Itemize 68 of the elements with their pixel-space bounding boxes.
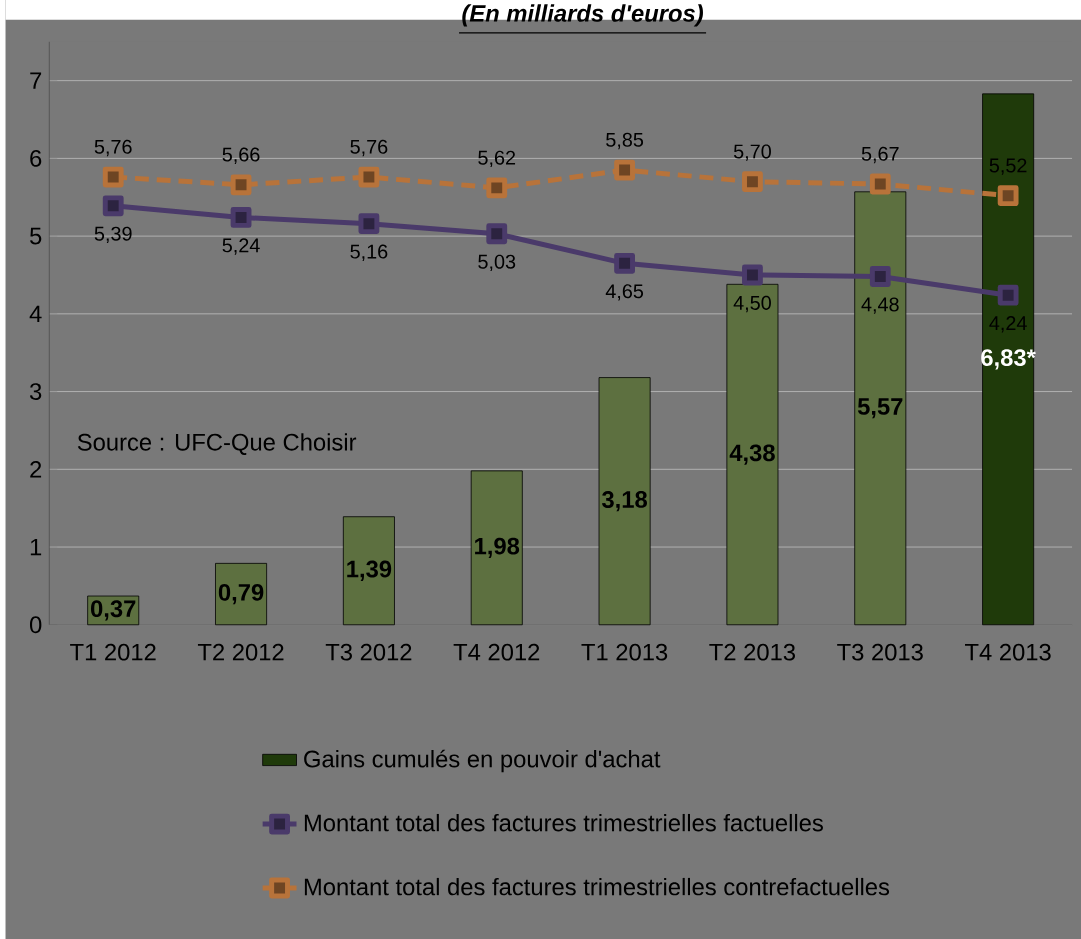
data-label: 5,16 bbox=[350, 244, 388, 261]
data-label: 5,76 bbox=[94, 139, 132, 157]
data-label: 1,98 bbox=[475, 537, 520, 558]
data-label: 5,70 bbox=[733, 144, 771, 161]
point bbox=[102, 195, 124, 217]
point bbox=[230, 174, 252, 196]
data-label: 5,52 bbox=[989, 158, 1027, 175]
data-label: 5,03 bbox=[478, 254, 516, 271]
bar bbox=[982, 93, 1035, 626]
x-tick-label: T2 2013 bbox=[709, 643, 796, 661]
bar bbox=[726, 283, 779, 626]
data-label: 4,38 bbox=[729, 444, 775, 465]
y-tick-label: 5 bbox=[30, 227, 42, 245]
x-tick-label: T1 2012 bbox=[70, 643, 156, 661]
data-label: 0,79 bbox=[218, 583, 264, 605]
y-tick-label: 1 bbox=[30, 538, 42, 556]
point bbox=[102, 166, 124, 188]
point bbox=[869, 173, 891, 195]
y-tick-label: 6 bbox=[30, 149, 42, 167]
y-tick-label: 2 bbox=[30, 460, 42, 478]
x-tick-label: T4 2013 bbox=[965, 643, 1051, 661]
point bbox=[486, 177, 508, 199]
data-label: 3,18 bbox=[602, 490, 648, 512]
y-tick-label: 3 bbox=[29, 383, 42, 400]
bar bbox=[215, 562, 268, 626]
data-label: 5,85 bbox=[606, 132, 644, 150]
point bbox=[997, 284, 1019, 306]
data-label: 1,39 bbox=[347, 560, 392, 581]
point bbox=[358, 166, 380, 188]
data-label: 5,67 bbox=[861, 146, 899, 164]
data-label: 4,65 bbox=[605, 284, 644, 301]
data-label: 0,37 bbox=[91, 600, 136, 621]
point bbox=[869, 266, 891, 287]
data-label: 5,62 bbox=[478, 150, 516, 167]
data-label: 6,83* bbox=[981, 349, 1036, 370]
data-label: 5,66 bbox=[222, 147, 260, 164]
x-tick-label: T4 2012 bbox=[453, 643, 540, 661]
data-label: 5,57 bbox=[857, 398, 903, 419]
point bbox=[614, 159, 635, 181]
bar bbox=[470, 470, 523, 626]
point bbox=[486, 223, 508, 245]
x-tick-label: T3 2012 bbox=[325, 643, 412, 661]
y-tick-label: 4 bbox=[29, 305, 42, 322]
legend-label: Gains cumulés en pouvoir d'achat bbox=[304, 749, 661, 773]
bar bbox=[342, 516, 395, 626]
chart-title: (En milliards d'euros) bbox=[462, 4, 703, 27]
point bbox=[614, 252, 635, 274]
x-tick-label: T1 2013 bbox=[581, 643, 668, 661]
point bbox=[742, 264, 763, 286]
x-tick-label: T2 2012 bbox=[197, 643, 284, 661]
bar bbox=[854, 191, 907, 626]
point bbox=[742, 171, 763, 193]
y-tick-label: 0 bbox=[29, 616, 42, 634]
x-tick-label: T3 2013 bbox=[837, 643, 923, 661]
legend-label: Montant total des factures trimestrielles contrefactuelles bbox=[304, 877, 890, 896]
point bbox=[358, 213, 380, 235]
bar bbox=[598, 377, 651, 626]
point bbox=[997, 185, 1019, 207]
data-label: 5,24 bbox=[222, 238, 260, 255]
data-label: 4,50 bbox=[733, 295, 771, 313]
data-label: 4,24 bbox=[989, 316, 1027, 333]
data-label: 5,39 bbox=[94, 226, 132, 243]
y-tick-label: 7 bbox=[30, 72, 42, 89]
point bbox=[230, 206, 252, 228]
annotation: Source : UFC-Que Choisir bbox=[77, 433, 357, 455]
data-label: 5,76 bbox=[350, 139, 388, 157]
data-label: 4,48 bbox=[861, 297, 899, 314]
legend-label: Montant total des factures trimestrielles factuelles bbox=[304, 813, 823, 832]
